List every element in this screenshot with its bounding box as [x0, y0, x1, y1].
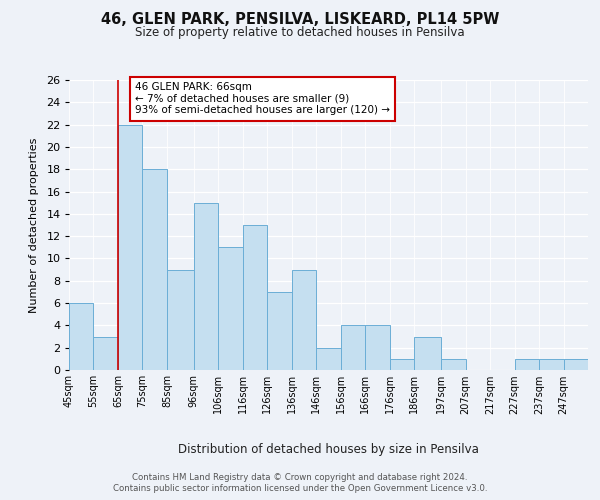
Text: 46, GLEN PARK, PENSILVA, LISKEARD, PL14 5PW: 46, GLEN PARK, PENSILVA, LISKEARD, PL14 …: [101, 12, 499, 28]
Bar: [218, 248, 243, 370]
Bar: [441, 359, 466, 370]
Bar: [414, 336, 441, 370]
Bar: [563, 359, 588, 370]
Bar: [316, 348, 341, 370]
Bar: [94, 336, 118, 370]
Text: 46 GLEN PARK: 66sqm
← 7% of detached houses are smaller (9)
93% of semi-detached: 46 GLEN PARK: 66sqm ← 7% of detached hou…: [135, 82, 390, 116]
Bar: [167, 270, 194, 370]
Bar: [341, 326, 365, 370]
Bar: [515, 359, 539, 370]
Bar: [267, 292, 292, 370]
Bar: [390, 359, 414, 370]
Bar: [292, 270, 316, 370]
Bar: [118, 124, 142, 370]
Text: Distribution of detached houses by size in Pensilva: Distribution of detached houses by size …: [178, 442, 479, 456]
Bar: [194, 202, 218, 370]
Bar: [539, 359, 563, 370]
Bar: [69, 303, 94, 370]
Text: Size of property relative to detached houses in Pensilva: Size of property relative to detached ho…: [135, 26, 465, 39]
Bar: [243, 225, 267, 370]
Text: Contains HM Land Registry data © Crown copyright and database right 2024.: Contains HM Land Registry data © Crown c…: [132, 472, 468, 482]
Text: Contains public sector information licensed under the Open Government Licence v3: Contains public sector information licen…: [113, 484, 487, 493]
Y-axis label: Number of detached properties: Number of detached properties: [29, 138, 40, 312]
Bar: [563, 359, 588, 370]
Bar: [365, 326, 390, 370]
Bar: [142, 169, 167, 370]
